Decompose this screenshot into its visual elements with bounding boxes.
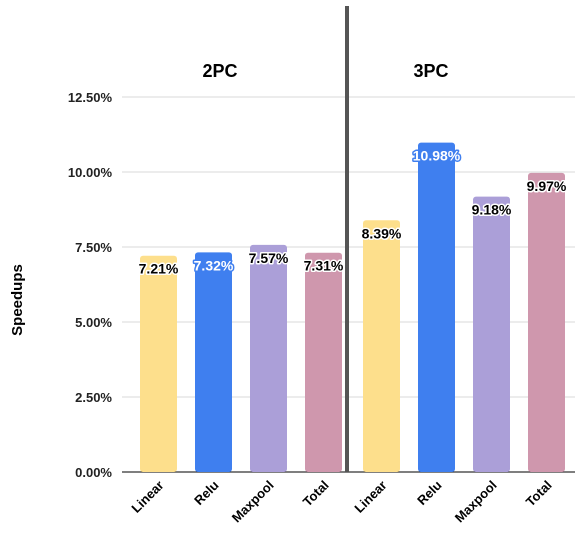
bar	[250, 244, 287, 472]
category-label: Relu	[191, 477, 222, 508]
bar	[305, 252, 342, 472]
group-title: 3PC	[413, 61, 448, 81]
y-tick-label: 10.00%	[68, 165, 113, 180]
category-label: Linear	[128, 478, 166, 516]
y-tick-label: 0.00%	[75, 465, 112, 480]
group-title: 2PC	[202, 61, 237, 81]
category-labels: Linear Relu Maxpool Total Linear Relu Maxpool T…	[128, 477, 554, 525]
category-label: Maxpool	[452, 478, 500, 526]
bar	[140, 255, 177, 472]
bars	[140, 142, 565, 472]
data-label: 9.18%	[472, 202, 512, 218]
category-label: Maxpool	[229, 478, 277, 526]
category-label: Relu	[414, 477, 445, 508]
bar	[418, 142, 455, 472]
data-label: 7.21%	[139, 261, 179, 277]
bar	[363, 220, 400, 472]
y-tick-label: 2.50%	[75, 390, 112, 405]
group-titles: 2PC 3PC	[202, 61, 448, 81]
data-label: 7.57%	[249, 250, 289, 266]
data-label: 7.31%	[304, 258, 344, 274]
data-label: 9.97%	[527, 178, 567, 194]
category-label: Linear	[351, 478, 389, 516]
category-label: Total	[523, 478, 555, 510]
data-labels: 7.21% 7.32% 7.57% 7.31% 8.39% 10.98% 9.18% 9.97…	[137, 146, 568, 278]
bar	[473, 196, 510, 472]
y-tick-labels: 0.00% 2.50% 5.00% 7.50% 10.00% 12.50%	[68, 90, 113, 480]
y-tick-label: 7.50%	[75, 240, 112, 255]
bar	[528, 172, 565, 472]
y-axis-label: Speedups	[9, 264, 26, 336]
data-label: 7.32%	[194, 257, 234, 273]
data-label: 8.39%	[362, 225, 402, 241]
y-tick-label: 5.00%	[75, 315, 112, 330]
category-label: Total	[300, 478, 332, 510]
data-label: 10.98%	[413, 148, 461, 164]
y-tick-label: 12.50%	[68, 90, 113, 105]
group-divider	[345, 6, 349, 472]
bar	[195, 252, 232, 472]
